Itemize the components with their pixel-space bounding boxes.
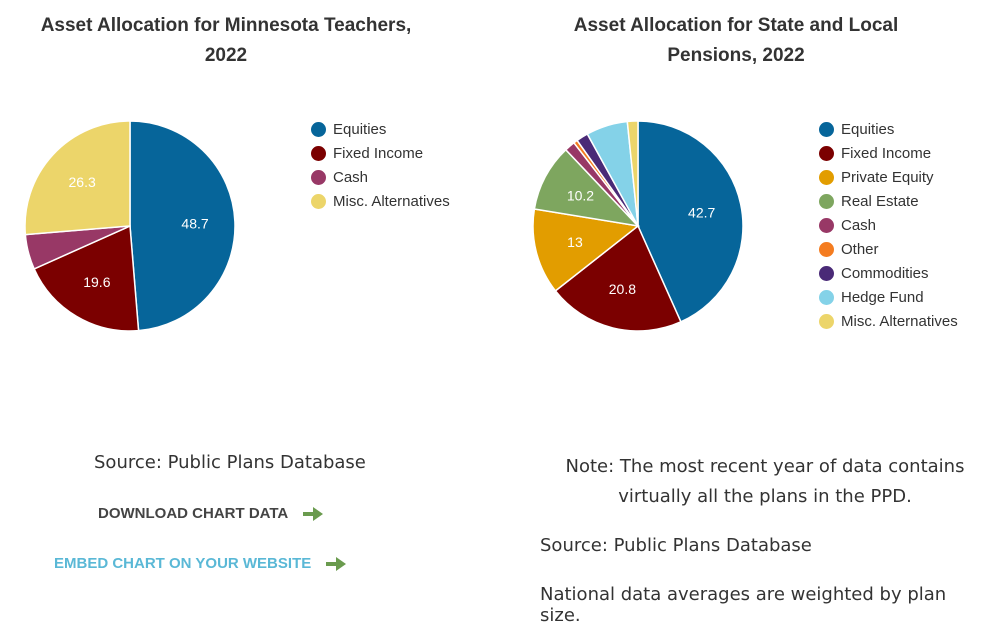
legend-minnesota: Equities Fixed Income Cash Misc. Alternativ… bbox=[311, 117, 450, 213]
legend-label: Private Equity bbox=[841, 168, 934, 186]
embed-chart-label: EMBED CHART ON YOUR WEBSITE bbox=[54, 555, 312, 572]
chart-title-state-local: Asset Allocation for State and Local Pen… bbox=[530, 11, 942, 71]
data-label-private-equity: 13 bbox=[567, 234, 583, 250]
legend-label: Fixed Income bbox=[333, 144, 424, 162]
data-label-equities: 48.7 bbox=[181, 215, 208, 231]
legend-item-real-estate[interactable]: Real Estate bbox=[819, 189, 958, 213]
legend-label: Misc. Alternatives bbox=[841, 312, 958, 330]
legend-label: Other bbox=[841, 240, 879, 258]
legend-swatch-icon bbox=[819, 193, 834, 209]
legend-swatch-icon bbox=[819, 169, 834, 185]
embed-chart-link[interactable]: EMBED CHART ON YOUR WEBSITE bbox=[54, 555, 347, 572]
data-label-fixed-income: 20.8 bbox=[609, 281, 636, 297]
arrow-right-icon bbox=[303, 506, 324, 521]
legend-swatch-icon bbox=[311, 169, 326, 185]
legend-item-commodities[interactable]: Commodities bbox=[819, 261, 958, 285]
legend-swatch-icon bbox=[819, 121, 834, 137]
arrow-right-icon bbox=[326, 556, 347, 571]
legend-item-fixed-income[interactable]: Fixed Income bbox=[311, 141, 450, 165]
legend-swatch-icon bbox=[311, 121, 326, 137]
chart-title-line-1: Asset Allocation for State and Local bbox=[573, 15, 899, 36]
legend-swatch-icon bbox=[819, 241, 834, 257]
pie-slice-misc-alternatives[interactable] bbox=[626, 120, 639, 227]
legend-label: Cash bbox=[841, 216, 877, 234]
legend-label: Commodities bbox=[841, 264, 929, 282]
data-note-line-2: virtually all the plans in the PPD. bbox=[618, 486, 912, 507]
legend-item-equities[interactable]: Equities bbox=[311, 117, 450, 141]
legend-label: Misc. Alternatives bbox=[333, 192, 450, 210]
chart-title-line-2: Pensions, 2022 bbox=[667, 45, 805, 66]
download-chart-data-link[interactable]: DOWNLOAD CHART DATA bbox=[98, 505, 324, 522]
download-chart-data-label: DOWNLOAD CHART DATA bbox=[98, 505, 289, 522]
source-text-right: Source: Public Plans Database bbox=[540, 535, 812, 556]
chart-title-line-1: Asset Allocation for Minnesota Teachers, bbox=[40, 15, 412, 36]
legend-swatch-icon bbox=[819, 265, 834, 281]
legend-label: Hedge Fund bbox=[841, 288, 924, 306]
legend-item-fixed-income[interactable]: Fixed Income bbox=[819, 141, 958, 165]
data-note: Note: The most recent year of data conta… bbox=[545, 452, 985, 512]
source-text-left: Source: Public Plans Database bbox=[94, 452, 366, 473]
legend-item-private-equity[interactable]: Private Equity bbox=[819, 165, 958, 189]
legend-label: Equities bbox=[333, 120, 387, 138]
pie-slice-fixed-income[interactable] bbox=[554, 224, 682, 332]
pie-slice-misc-alternatives[interactable] bbox=[24, 120, 131, 236]
legend-swatch-icon bbox=[819, 289, 834, 305]
data-label-fixed-income: 19.6 bbox=[83, 274, 110, 290]
legend-label: Fixed Income bbox=[841, 144, 932, 162]
legend-item-cash[interactable]: Cash bbox=[311, 165, 450, 189]
legend-label: Cash bbox=[333, 168, 369, 186]
pie-slice-equities[interactable] bbox=[637, 120, 744, 323]
pie-chart-minnesota[interactable]: 48.7 19.6 26.3 bbox=[24, 120, 236, 332]
legend-state-local: Equities Fixed Income Private Equity Real E… bbox=[819, 117, 958, 333]
chart-title-minnesota: Asset Allocation for Minnesota Teachers,… bbox=[20, 11, 432, 71]
legend-item-misc-alternatives[interactable]: Misc. Alternatives bbox=[819, 309, 958, 333]
pie-slice-private-equity[interactable] bbox=[532, 208, 640, 292]
data-label-misc-alternatives: 26.3 bbox=[69, 174, 96, 190]
legend-label: Real Estate bbox=[841, 192, 919, 210]
legend-item-other[interactable]: Other bbox=[819, 237, 958, 261]
legend-item-hedge-fund[interactable]: Hedge Fund bbox=[819, 285, 958, 309]
data-label-real-estate: 10.2 bbox=[567, 188, 594, 204]
pie-slice-fixed-income[interactable] bbox=[33, 224, 140, 332]
legend-item-misc-alternatives[interactable]: Misc. Alternatives bbox=[311, 189, 450, 213]
legend-item-cash[interactable]: Cash bbox=[819, 213, 958, 237]
pie-slice-equities[interactable] bbox=[129, 120, 236, 332]
legend-swatch-icon bbox=[819, 313, 834, 329]
data-note-line-1: Note: The most recent year of data conta… bbox=[565, 456, 965, 477]
weighting-note: National data averages are weighted by p… bbox=[540, 584, 947, 626]
chart-title-line-2: 2022 bbox=[204, 45, 248, 66]
legend-swatch-icon bbox=[311, 193, 326, 209]
legend-swatch-icon bbox=[311, 145, 326, 161]
legend-swatch-icon bbox=[819, 145, 834, 161]
pie-chart-state-local[interactable]: 42.7 20.8 13 10.2 bbox=[532, 120, 744, 332]
legend-swatch-icon bbox=[819, 217, 834, 233]
data-label-equities: 42.7 bbox=[688, 204, 715, 220]
legend-item-equities[interactable]: Equities bbox=[819, 117, 958, 141]
legend-label: Equities bbox=[841, 120, 895, 138]
